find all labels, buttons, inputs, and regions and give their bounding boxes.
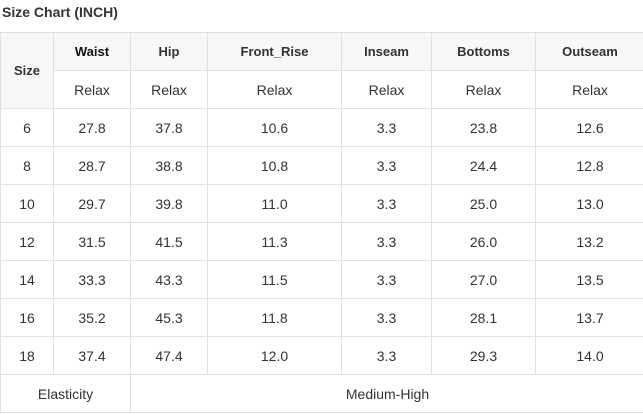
value-cell: 31.5 (53, 222, 131, 261)
column-header: Front_Rise (207, 32, 342, 71)
value-cell: 26.0 (431, 222, 536, 261)
value-cell: 27.8 (53, 108, 131, 147)
table-row: 14 33.3 43.3 11.5 3.3 27.0 13.5 (0, 260, 643, 299)
fit-cell: Relax (535, 70, 643, 109)
fit-cell: Relax (207, 70, 342, 109)
value-cell: 3.3 (341, 108, 432, 147)
value-cell: 11.5 (207, 260, 342, 299)
size-header: Size (0, 32, 54, 109)
column-header: Waist (53, 32, 131, 71)
value-cell: 39.8 (130, 184, 208, 223)
size-cell: 18 (0, 336, 54, 375)
size-cell: 10 (0, 184, 54, 223)
value-cell: 37.8 (130, 108, 208, 147)
value-cell: 41.5 (130, 222, 208, 261)
value-cell: 35.2 (53, 298, 131, 337)
size-cell: 12 (0, 222, 54, 261)
value-cell: 37.4 (53, 336, 131, 375)
table-row: 8 28.7 38.8 10.8 3.3 24.4 12.8 (0, 146, 643, 185)
table-row: 10 29.7 39.8 11.0 3.3 25.0 13.0 (0, 184, 643, 223)
value-cell: 25.0 (431, 184, 536, 223)
value-cell: 45.3 (130, 298, 208, 337)
value-cell: 10.6 (207, 108, 342, 147)
fit-cell: Relax (341, 70, 432, 109)
fit-cell: Relax (431, 70, 536, 109)
size-cell: 8 (0, 146, 54, 185)
value-cell: 12.8 (535, 146, 643, 185)
value-cell: 12.0 (207, 336, 342, 375)
value-cell: 3.3 (341, 298, 432, 337)
value-cell: 12.6 (535, 108, 643, 147)
value-cell: 3.3 (341, 222, 432, 261)
value-cell: 11.0 (207, 184, 342, 223)
value-cell: 33.3 (53, 260, 131, 299)
column-header: Bottoms (431, 32, 536, 71)
table-row: 12 31.5 41.5 11.3 3.3 26.0 13.2 (0, 222, 643, 261)
value-cell: 24.4 (431, 146, 536, 185)
value-cell: 29.7 (53, 184, 131, 223)
value-cell: 13.0 (535, 184, 643, 223)
fit-row: Relax Relax Relax Relax Relax Relax (1, 70, 643, 109)
value-cell: 28.1 (431, 298, 536, 337)
value-cell: 3.3 (341, 336, 432, 375)
column-header: Hip (130, 32, 208, 71)
value-cell: 23.8 (431, 108, 536, 147)
column-header: Inseam (341, 32, 432, 71)
header-row: Size Waist Hip Front_Rise Inseam Bottoms… (0, 32, 643, 109)
value-cell: 11.8 (207, 298, 342, 337)
fit-cell: Relax (130, 70, 208, 109)
value-cell: 38.8 (130, 146, 208, 185)
value-cell: 28.7 (53, 146, 131, 185)
table-row: 6 27.8 37.8 10.6 3.3 23.8 12.6 (0, 108, 643, 147)
value-cell: 13.5 (535, 260, 643, 299)
value-cell: 13.7 (535, 298, 643, 337)
value-cell: 13.2 (535, 222, 643, 261)
elasticity-value: Medium-High (130, 374, 643, 413)
elasticity-row: Elasticity Medium-High (0, 374, 643, 413)
table-row: 18 37.4 47.4 12.0 3.3 29.3 14.0 (0, 336, 643, 375)
value-cell: 3.3 (341, 184, 432, 223)
fit-cell: Relax (53, 70, 131, 109)
size-chart-title: Size Chart (INCH) (2, 4, 118, 20)
value-cell: 3.3 (341, 260, 432, 299)
value-cell: 43.3 (130, 260, 208, 299)
value-cell: 27.0 (431, 260, 536, 299)
value-cell: 14.0 (535, 336, 643, 375)
size-cell: 6 (0, 108, 54, 147)
table-row: 16 35.2 45.3 11.8 3.3 28.1 13.7 (0, 298, 643, 337)
size-cell: 14 (0, 260, 54, 299)
value-cell: 29.3 (431, 336, 536, 375)
column-header: Outseam (535, 32, 643, 71)
value-cell: 47.4 (130, 336, 208, 375)
value-cell: 3.3 (341, 146, 432, 185)
size-chart-table: Size Waist Hip Front_Rise Inseam Bottoms… (0, 32, 643, 413)
size-cell: 16 (0, 298, 54, 337)
value-cell: 10.8 (207, 146, 342, 185)
elasticity-label: Elasticity (0, 374, 131, 413)
value-cell: 11.3 (207, 222, 342, 261)
